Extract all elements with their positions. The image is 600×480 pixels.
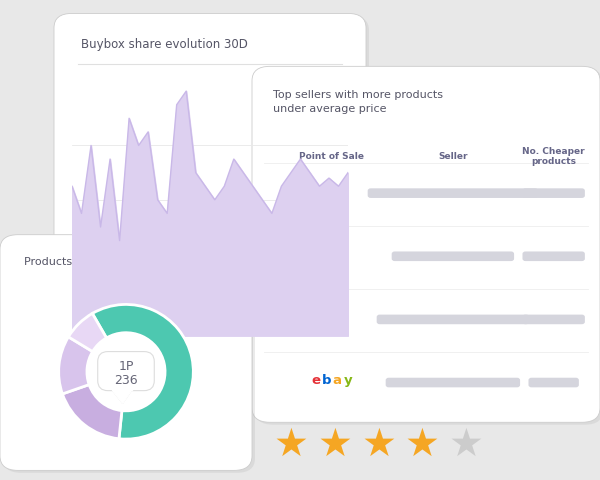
FancyBboxPatch shape [0,235,252,470]
Circle shape [87,333,165,411]
FancyBboxPatch shape [377,315,529,324]
FancyBboxPatch shape [523,252,585,262]
Text: Products 1P vs 3P: Products 1P vs 3P [24,257,122,267]
Text: ★: ★ [405,425,440,463]
Text: 236: 236 [114,373,138,386]
Text: ◀: ◀ [322,186,332,199]
Text: a: a [333,373,342,386]
FancyBboxPatch shape [54,14,366,350]
FancyBboxPatch shape [252,67,600,422]
FancyBboxPatch shape [392,252,514,262]
Text: No. Cheaper
products: No. Cheaper products [523,146,585,166]
Text: ✳: ✳ [325,309,340,327]
Wedge shape [59,337,92,394]
FancyBboxPatch shape [57,17,369,353]
FancyBboxPatch shape [529,378,579,387]
Text: Buybox share evolution 30D: Buybox share evolution 30D [81,38,248,51]
Text: ★: ★ [361,425,396,463]
Wedge shape [92,305,193,439]
FancyBboxPatch shape [523,315,585,324]
Text: ★: ★ [449,425,484,463]
Text: a: a [326,242,338,261]
Text: 1P: 1P [118,359,134,372]
FancyBboxPatch shape [386,378,520,387]
Text: Top sellers with more products
under average price: Top sellers with more products under ave… [273,90,443,113]
Text: b: b [322,373,331,386]
Text: ★: ★ [274,425,308,463]
Text: Seller: Seller [438,152,467,160]
FancyBboxPatch shape [98,352,154,391]
Text: y: y [344,373,352,386]
Text: ▶: ▶ [333,186,343,199]
FancyBboxPatch shape [523,189,585,199]
Text: ★: ★ [317,425,352,463]
Wedge shape [68,314,106,352]
Text: Point of Sale: Point of Sale [299,152,364,160]
Polygon shape [113,391,131,404]
FancyBboxPatch shape [255,70,600,425]
FancyBboxPatch shape [3,238,255,473]
Wedge shape [62,385,122,439]
Text: e: e [311,373,320,386]
FancyBboxPatch shape [368,189,538,199]
Polygon shape [112,389,132,390]
